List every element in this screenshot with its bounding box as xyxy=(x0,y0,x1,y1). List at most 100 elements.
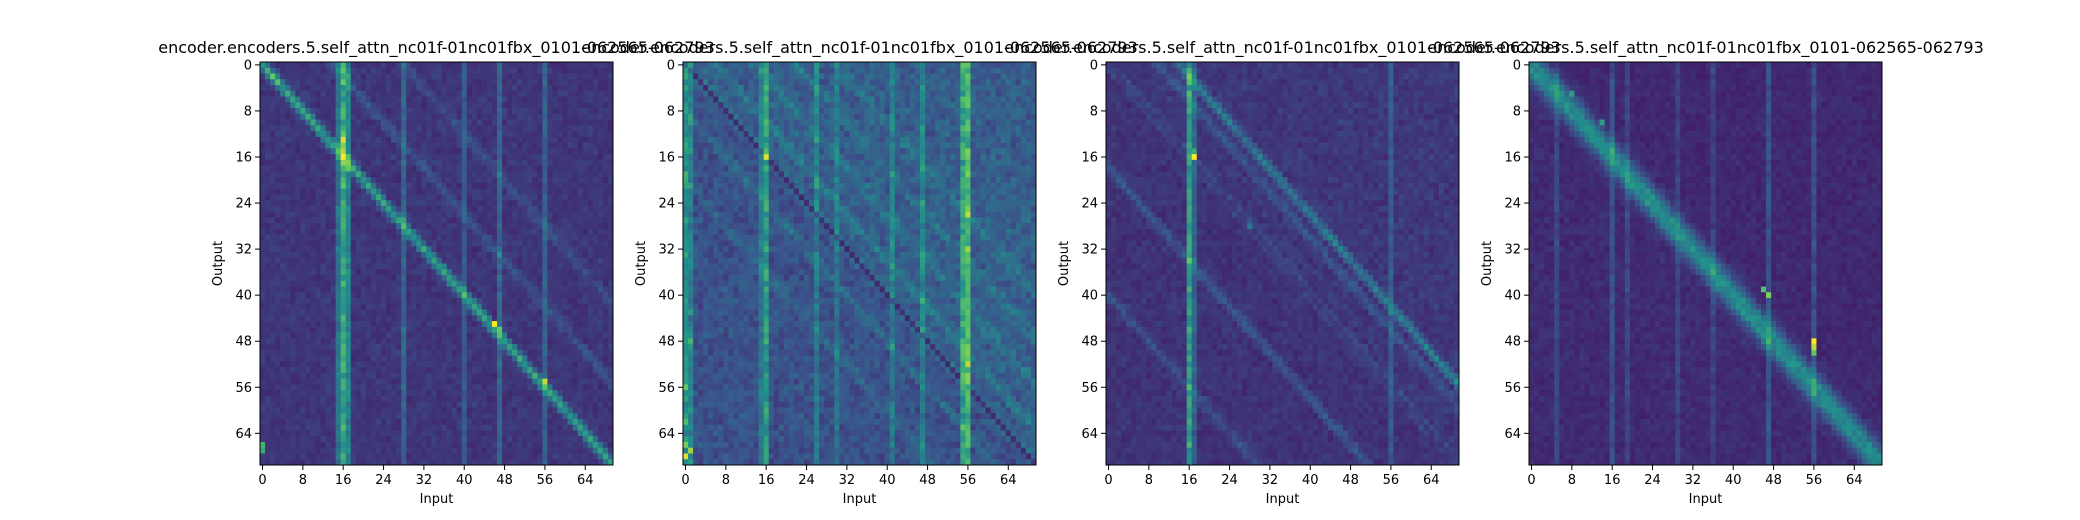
heatmap-cell xyxy=(573,327,578,333)
heatmap-cell xyxy=(381,85,386,91)
heatmap-cell xyxy=(270,74,275,80)
heatmap-cell xyxy=(421,338,426,344)
heatmap-cell xyxy=(326,373,331,379)
heatmap-cell xyxy=(331,407,336,413)
heatmap-cell xyxy=(431,281,436,287)
heatmap-cell xyxy=(497,275,502,281)
heatmap-cell xyxy=(507,453,512,459)
heatmap-cell xyxy=(472,68,477,74)
heatmap-cell xyxy=(315,68,320,74)
heatmap-cell xyxy=(290,442,295,448)
heatmap-cell xyxy=(426,281,431,287)
heatmap-cell xyxy=(265,223,270,229)
heatmap-cell xyxy=(457,137,462,143)
heatmap-cell xyxy=(346,367,351,373)
heatmap-cell xyxy=(447,68,452,74)
heatmap-cell xyxy=(386,459,391,465)
heatmap-cell xyxy=(442,166,447,172)
heatmap-cell xyxy=(558,171,563,177)
heatmap-cell xyxy=(583,235,588,241)
heatmap-cell xyxy=(452,235,457,241)
heatmap-cell xyxy=(487,131,492,137)
heatmap-cell xyxy=(437,91,442,97)
heatmap-cell xyxy=(381,419,386,425)
heatmap-cell xyxy=(603,304,608,310)
heatmap-cell xyxy=(512,74,517,80)
heatmap-cell xyxy=(275,160,280,166)
heatmap-cell xyxy=(280,350,285,356)
heatmap-cell xyxy=(487,321,492,327)
heatmap-cell xyxy=(452,269,457,275)
heatmap-cell xyxy=(588,137,593,143)
heatmap-cell xyxy=(593,269,598,275)
heatmap-cell xyxy=(552,442,557,448)
heatmap-cell xyxy=(426,448,431,454)
heatmap-cell xyxy=(462,148,467,154)
heatmap-cell xyxy=(426,430,431,436)
heatmap-cell xyxy=(406,419,411,425)
heatmap-cell xyxy=(552,258,557,264)
heatmap-cell xyxy=(336,402,341,408)
heatmap-cell xyxy=(371,327,376,333)
heatmap-cell xyxy=(593,160,598,166)
heatmap-cell xyxy=(326,436,331,442)
heatmap-cell xyxy=(497,246,502,252)
heatmap-cell xyxy=(558,315,563,321)
heatmap-cell xyxy=(507,154,512,160)
heatmap-cell xyxy=(552,425,557,431)
heatmap-cell xyxy=(341,304,346,310)
heatmap-cell xyxy=(275,177,280,183)
heatmap-cell xyxy=(472,430,477,436)
heatmap-cell xyxy=(527,229,532,235)
heatmap-cell xyxy=(386,384,391,390)
heatmap-cell xyxy=(270,137,275,143)
heatmap-cell xyxy=(396,344,401,350)
heatmap-cell xyxy=(593,212,598,218)
heatmap-cell xyxy=(457,102,462,108)
heatmap-cell xyxy=(300,356,305,362)
heatmap-cell xyxy=(396,68,401,74)
heatmap-cell xyxy=(391,137,396,143)
heatmap-cell xyxy=(457,183,462,189)
heatmap-cell xyxy=(573,402,578,408)
heatmap-cell xyxy=(492,154,497,160)
heatmap-cell xyxy=(421,304,426,310)
heatmap-cell xyxy=(361,91,366,97)
heatmap-cell xyxy=(321,194,326,200)
heatmap-cell xyxy=(552,212,557,218)
heatmap-cell xyxy=(452,333,457,339)
heatmap-cell xyxy=(603,275,608,281)
heatmap-cell xyxy=(416,240,421,246)
heatmap-cell xyxy=(542,189,547,195)
heatmap-cell xyxy=(487,292,492,298)
heatmap-cell xyxy=(346,166,351,172)
heatmap-cell xyxy=(537,264,542,270)
heatmap-cell xyxy=(260,148,265,154)
heatmap-cell xyxy=(578,356,583,362)
heatmap-cell xyxy=(447,212,452,218)
heatmap-cell xyxy=(356,143,361,149)
heatmap-cell xyxy=(416,160,421,166)
heatmap-cell xyxy=(517,131,522,137)
heatmap-cell xyxy=(578,338,583,344)
heatmap-cell xyxy=(280,194,285,200)
heatmap-cell xyxy=(391,240,396,246)
heatmap-cell xyxy=(527,177,532,183)
y-tick-label: 64 xyxy=(235,427,252,442)
heatmap-cell xyxy=(563,171,568,177)
heatmap-cell xyxy=(265,120,270,126)
heatmap-cell xyxy=(824,62,829,68)
heatmap-cell xyxy=(351,327,356,333)
heatmap-cell xyxy=(467,194,472,200)
heatmap-cell xyxy=(447,304,452,310)
heatmap-cell xyxy=(457,379,462,385)
heatmap-cell xyxy=(472,62,477,68)
heatmap-cell xyxy=(366,120,371,126)
heatmap-cell xyxy=(361,269,366,275)
heatmap-cell xyxy=(437,189,442,195)
heatmap-cell xyxy=(275,292,280,298)
heatmap-cell xyxy=(371,102,376,108)
heatmap-cell xyxy=(472,108,477,114)
heatmap-cell xyxy=(447,442,452,448)
heatmap-cell xyxy=(452,154,457,160)
